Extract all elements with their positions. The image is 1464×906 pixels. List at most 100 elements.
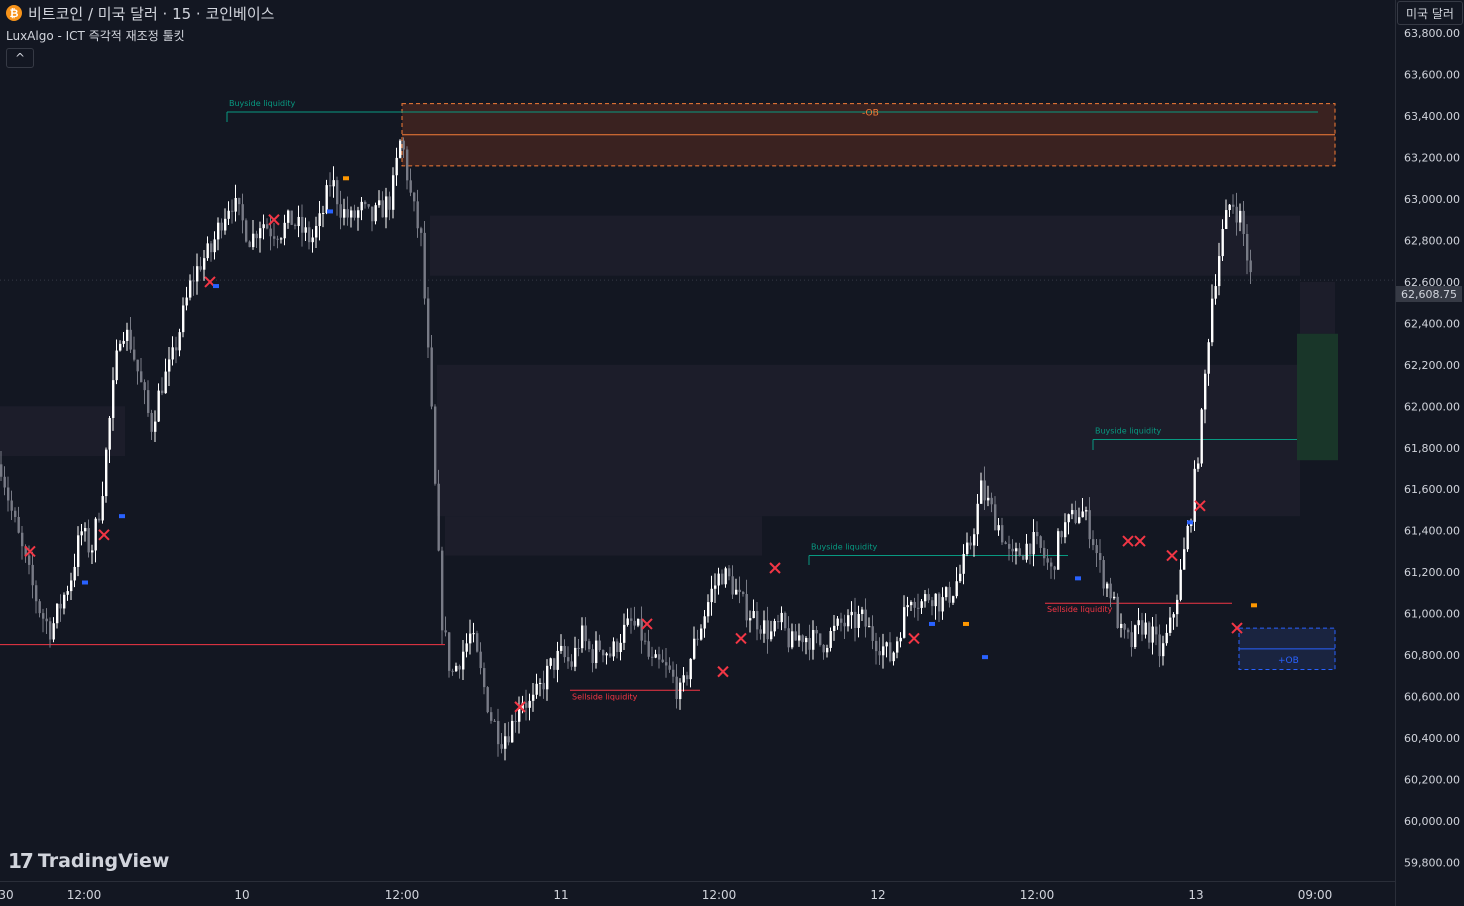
candle-body <box>973 534 976 546</box>
bitcoin-icon: ₿ <box>6 5 22 21</box>
candle-body <box>409 180 412 193</box>
candle-body <box>455 665 458 672</box>
candle-body <box>1239 210 1242 223</box>
candle-body <box>423 232 426 299</box>
buyside-liquidity-label: Buyside liquidity <box>229 99 295 108</box>
candle-body <box>1011 548 1014 552</box>
candle-body <box>654 654 657 658</box>
candle-body <box>595 640 598 663</box>
candle-body <box>119 343 122 351</box>
candle-body <box>640 618 643 641</box>
candle-body <box>392 175 395 210</box>
candle-body <box>1172 614 1175 618</box>
candle-body <box>787 628 790 648</box>
candle-body <box>462 651 465 670</box>
candle-body <box>710 588 713 603</box>
candle-body <box>91 550 94 553</box>
candle-body <box>185 297 188 306</box>
blue-signal-marker <box>1075 576 1081 581</box>
candle-body <box>35 585 38 602</box>
candle-body <box>955 581 958 597</box>
candle-body <box>1018 548 1021 557</box>
bullish-zone-box <box>1297 333 1338 461</box>
candle-body <box>332 180 335 187</box>
price-tick-label: 59,800.00 <box>1404 856 1460 869</box>
last-price-badge: 62,608.75 <box>1396 286 1462 302</box>
candle-body <box>546 665 549 690</box>
candle-body <box>374 205 377 222</box>
candle-body <box>1193 468 1196 522</box>
price-axis[interactable]: 63,800.00 63,600.00 63,400.00 63,200.00 63,0… <box>1395 0 1460 906</box>
chart-annotations: -OB +OB Buyside liquidity Buyside liquidity… <box>229 99 1299 701</box>
candle-body <box>378 200 381 206</box>
candle-body <box>717 573 720 586</box>
cross-marker <box>717 665 729 678</box>
candle-body <box>7 487 10 501</box>
cross-marker <box>1122 535 1134 547</box>
price-tick-label: 61,400.00 <box>1404 525 1460 538</box>
candle-body <box>553 658 556 670</box>
candle-body <box>1183 549 1186 570</box>
candle-body <box>472 633 475 635</box>
candle-body <box>997 525 1000 531</box>
candle-body <box>210 243 213 253</box>
price-tick-label: 60,600.00 <box>1404 691 1460 704</box>
candle-body <box>262 224 265 229</box>
candle-body <box>521 702 524 709</box>
symbol-title[interactable]: 비트코인 / 미국 달러 · 15 · 코인베이스 <box>28 4 275 23</box>
blue-signal-marker <box>82 580 88 585</box>
currency-button[interactable]: 미국 달러 <box>1397 1 1463 25</box>
candle-body <box>213 239 216 253</box>
candle-body <box>605 653 608 656</box>
candle-body <box>861 609 864 614</box>
candle-body <box>868 626 871 628</box>
candle-body <box>994 504 997 531</box>
candle-body <box>840 618 843 623</box>
candle-body <box>297 216 300 227</box>
candle-body <box>983 480 986 501</box>
candle-body <box>679 682 682 700</box>
candle-body <box>542 682 545 690</box>
candle-body <box>906 605 909 608</box>
candle-body <box>1214 286 1217 299</box>
candle-body <box>290 210 293 225</box>
candle-body <box>567 657 570 662</box>
candle-body <box>304 227 307 233</box>
candle-body <box>38 601 41 614</box>
blue-signal-marker <box>982 655 988 660</box>
candle-body <box>136 359 139 372</box>
candle-body <box>427 298 430 348</box>
candle-body <box>483 668 486 688</box>
candle-body <box>518 708 521 722</box>
candle-body <box>1228 204 1231 211</box>
candle-body <box>913 601 916 608</box>
price-tick-label: 63,600.00 <box>1404 69 1460 82</box>
candle-body <box>948 587 951 603</box>
candle-body <box>665 662 668 666</box>
indicator-name[interactable]: LuxAlgo - ICT 즉각적 재조정 툴킷 <box>6 28 185 43</box>
candle-body <box>437 483 440 551</box>
candle-body <box>847 615 850 627</box>
candle-body <box>217 222 220 240</box>
collapse-legend-button[interactable]: ^ <box>6 48 34 68</box>
candle-body <box>448 632 451 671</box>
time-axis[interactable]: 30 12:00 10 12:00 11 12:00 12 12:00 13 09:00 <box>0 881 1395 903</box>
symbol-row[interactable]: ₿ 비트코인 / 미국 달러 · 15 · 코인베이스 <box>6 2 274 24</box>
candle-body <box>336 180 339 205</box>
bullish-order-block-label: +OB <box>1278 656 1299 666</box>
candle-body <box>822 644 825 653</box>
candle-body <box>308 227 311 243</box>
sellside-liquidity-label: Sellside liquidity <box>572 692 638 701</box>
tradingview-logo[interactable]: 𝟭𝟳 TradingView <box>8 849 169 873</box>
candle-body <box>801 635 804 643</box>
blue-signal-marker <box>1187 520 1193 525</box>
candle-body <box>1015 548 1018 552</box>
candle-body <box>843 622 846 627</box>
cross-marker <box>769 562 781 574</box>
candle-body <box>1218 256 1221 287</box>
candle-body <box>969 542 972 546</box>
candle-body <box>255 233 258 239</box>
candle-body <box>175 347 178 351</box>
candle-body <box>651 656 654 658</box>
